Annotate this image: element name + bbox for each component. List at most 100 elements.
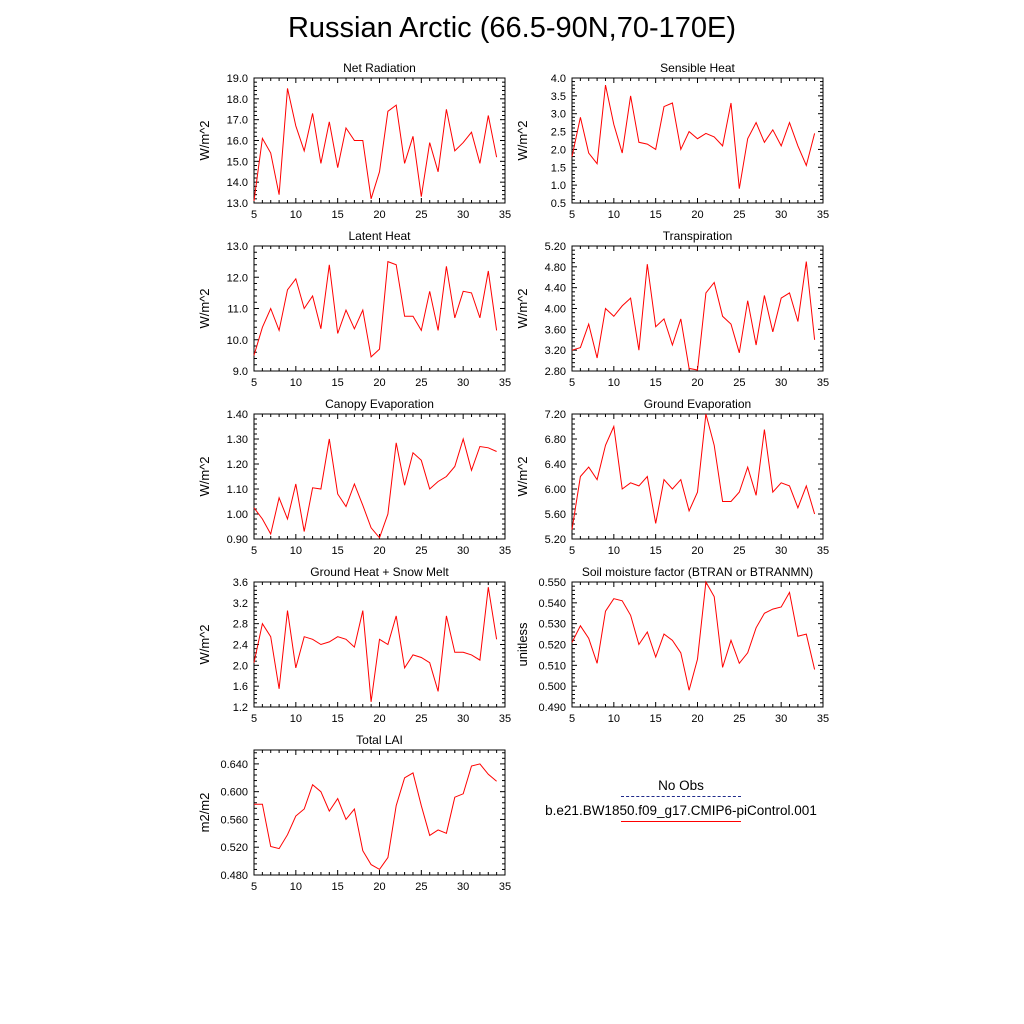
x-tick-label: 10 [608, 377, 620, 389]
y-tick-label: 3.20 [545, 345, 566, 357]
series-line [571, 580, 816, 691]
y-tick-label: 0.480 [220, 870, 248, 882]
x-tick-label: 5 [569, 545, 575, 557]
chart-title: Ground Evaporation [644, 397, 751, 411]
series-line [253, 437, 497, 539]
y-tick-label: 0.500 [538, 681, 566, 693]
x-tick-label: 25 [415, 545, 427, 557]
y-tick-label: 0.90 [227, 534, 248, 546]
series-line [253, 88, 498, 201]
x-tick-label: 30 [457, 881, 469, 893]
x-tick-label: 5 [251, 545, 257, 557]
y-tick-label: 4.0 [551, 73, 566, 85]
y-axis-label: W/m^2 [197, 624, 212, 664]
y-tick-label: 4.00 [545, 304, 566, 316]
chart-title: Total LAI [356, 733, 403, 747]
x-tick-label: 20 [691, 545, 703, 557]
chart-panel-1: Sensible Heat W/m^2 5 10 15 20 25 30 35 0.5 1.0 1.5… [515, 61, 829, 221]
x-tick-label: 25 [415, 713, 427, 725]
y-tick-label: 1.0 [551, 180, 566, 192]
x-tick-label: 15 [332, 377, 344, 389]
x-tick-label: 20 [373, 545, 385, 557]
y-tick-label: 1.2 [233, 702, 248, 714]
x-tick-label: 30 [775, 713, 787, 725]
x-tick-label: 30 [775, 209, 787, 221]
y-tick-label: 19.0 [227, 73, 248, 85]
x-tick-label: 5 [569, 209, 575, 221]
y-axis-label: W/m^2 [515, 288, 530, 328]
x-tick-label: 15 [650, 377, 662, 389]
plot-frame [253, 413, 506, 540]
series-line [254, 763, 497, 871]
y-tick-label: 2.4 [233, 640, 248, 652]
x-tick-label: 25 [733, 377, 745, 389]
series-line [571, 413, 816, 530]
y-tick-label: 12.0 [227, 272, 248, 284]
series-line [571, 84, 816, 189]
x-tick-label: 20 [691, 713, 703, 725]
x-tick-label: 20 [691, 377, 703, 389]
x-tick-label: 25 [733, 713, 745, 725]
y-tick-label: 5.20 [545, 241, 566, 253]
x-tick-label: 25 [415, 881, 427, 893]
x-tick-label: 25 [415, 377, 427, 389]
y-tick-label: 0.560 [220, 814, 248, 826]
y-tick-label: 15.0 [227, 156, 248, 168]
series-line [571, 261, 816, 371]
y-tick-label: 0.5 [551, 198, 566, 210]
x-tick-label: 10 [608, 713, 620, 725]
x-tick-label: 35 [499, 209, 511, 221]
y-tick-label: 3.60 [545, 324, 566, 336]
x-tick-label: 35 [817, 713, 829, 725]
y-tick-label: 1.40 [227, 409, 248, 421]
chart-title: Net Radiation [343, 61, 416, 75]
y-tick-label: 0.490 [538, 702, 566, 714]
y-tick-label: 3.0 [551, 109, 566, 121]
y-tick-label: 1.00 [227, 509, 248, 521]
chart-panel-0: Net Radiation W/m^2 5 10 15 20 25 30 35 13.0 14.0 1… [197, 61, 511, 221]
legend-obs-line [621, 796, 741, 797]
y-tick-label: 6.80 [545, 434, 566, 446]
x-tick-label: 35 [817, 545, 829, 557]
x-tick-label: 25 [415, 209, 427, 221]
x-tick-label: 30 [457, 713, 469, 725]
x-tick-label: 10 [290, 881, 302, 893]
y-tick-label: 6.40 [545, 459, 566, 471]
plot-frame [253, 581, 506, 708]
x-tick-label: 35 [499, 545, 511, 557]
y-tick-label: 1.30 [227, 434, 248, 446]
y-tick-label: 2.80 [545, 366, 566, 378]
plot-frame [571, 245, 824, 372]
legend-model-label: b.e21.BW1850.f09_g17.CMIP6-piControl.001 [545, 803, 817, 818]
x-tick-label: 5 [251, 881, 257, 893]
plot-frame [571, 581, 824, 708]
x-tick-label: 15 [332, 881, 344, 893]
x-tick-label: 20 [691, 209, 703, 221]
y-tick-label: 1.6 [233, 681, 248, 693]
x-tick-label: 20 [373, 881, 385, 893]
x-tick-label: 30 [775, 545, 787, 557]
x-tick-label: 10 [608, 545, 620, 557]
chart-panel-7: Soil moisture factor (BTRAN or BTRANMN) u… [515, 565, 829, 725]
plot-frame [571, 77, 824, 204]
y-tick-label: 7.20 [545, 409, 566, 421]
x-tick-label: 10 [290, 545, 302, 557]
y-tick-label: 4.80 [545, 262, 566, 274]
y-axis-label: W/m^2 [197, 288, 212, 328]
series-line [253, 587, 498, 702]
x-tick-label: 5 [251, 377, 257, 389]
legend-model-line [621, 821, 741, 822]
y-tick-label: 0.550 [538, 577, 566, 589]
y-tick-label: 3.5 [551, 91, 566, 103]
y-tick-label: 18.0 [227, 94, 248, 106]
x-tick-label: 35 [817, 377, 829, 389]
x-tick-label: 30 [775, 377, 787, 389]
y-axis-label: W/m^2 [515, 456, 530, 496]
x-tick-label: 15 [650, 545, 662, 557]
chart-panel-4: Canopy Evaporation W/m^2 5 10 15 20 25 30 35 0.90… [197, 397, 511, 557]
x-tick-label: 15 [650, 713, 662, 725]
y-tick-label: 0.510 [538, 660, 566, 672]
x-tick-label: 30 [457, 545, 469, 557]
y-tick-label: 9.0 [233, 366, 248, 378]
